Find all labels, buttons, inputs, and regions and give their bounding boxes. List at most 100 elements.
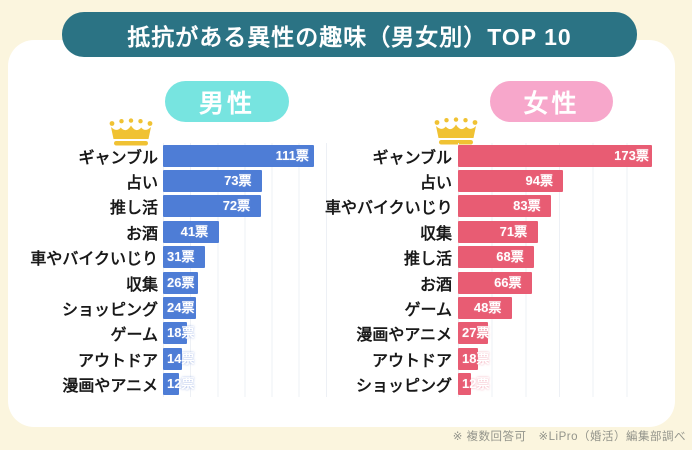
category-label: 収集 — [419, 225, 452, 243]
value-label: 18票 — [462, 350, 490, 366]
bar — [163, 220, 219, 243]
chart-row: 推し活 68票 — [325, 245, 665, 270]
chart-row: アウトドア 18票 — [325, 346, 665, 371]
category-label: 車やバイクいじり — [30, 251, 158, 269]
chart-row: 推し活 72票 — [18, 194, 358, 219]
category-label: 推し活 — [403, 251, 452, 269]
bar-track: 73票 — [163, 170, 353, 193]
chart-row: 漫画やアニメ 27票 — [325, 321, 665, 346]
chart-row: お酒 66票 — [325, 270, 665, 295]
category-label: ゲーム — [110, 327, 158, 345]
category-label: アウトドア — [371, 352, 452, 370]
bar-track: 31票 — [163, 246, 353, 269]
category-label: ギャンブル — [78, 149, 158, 167]
female-header-label: 女性 — [523, 89, 580, 118]
bar — [163, 246, 206, 269]
category-label: お酒 — [125, 225, 158, 243]
bar-track: 72票 — [163, 195, 353, 218]
chart-row: 占い 94票 — [325, 168, 665, 193]
chart-row: ギャンブル 111票 — [18, 143, 358, 168]
bar — [458, 271, 533, 294]
value-label: 111票 — [275, 147, 309, 163]
bar — [458, 170, 564, 193]
bar — [163, 322, 188, 345]
female-header-pill: 女性 — [490, 81, 613, 122]
bar-track: 14票 — [163, 347, 353, 370]
male-chart-rows: ギャンブル 111票占い 73票推し活 72票お酒 41票車やバイクいじり 31票 収集 26… — [18, 143, 358, 397]
crown-icon — [109, 118, 153, 146]
value-label: 73票 — [224, 173, 252, 189]
value-label: 31票 — [167, 249, 195, 265]
bar-track: 41票 — [163, 220, 353, 243]
bar — [163, 170, 263, 193]
value-label: 83票 — [513, 198, 541, 214]
bar — [163, 271, 199, 294]
chart-row: ショッピング 24票 — [18, 295, 358, 320]
value-label: 72票 — [222, 198, 251, 214]
value-label: 18票 — [167, 325, 195, 341]
bar — [458, 373, 472, 396]
bar — [458, 195, 552, 218]
bar-track: 18票 — [163, 322, 353, 345]
bar — [163, 373, 180, 396]
page-title: 抵抗がある異性の趣味（男女別）TOP 10 — [127, 23, 572, 50]
male-header-pill: 男性 — [165, 81, 289, 122]
footnote: ※ 複数回答可 ※LiPro（婚活）編集部調べ — [452, 431, 686, 443]
bar-track: 26票 — [163, 271, 353, 294]
bar-track: 48票 — [458, 297, 660, 320]
value-label: 94票 — [525, 173, 553, 189]
chart-row: お酒 41票 — [18, 219, 358, 244]
chart-row: ゲーム 18票 — [18, 321, 358, 346]
category-label: ショッピング — [355, 378, 452, 396]
chart-row: 車やバイクいじり 83票 — [325, 194, 665, 219]
male-header-label: 男性 — [198, 89, 255, 118]
crown-icon — [434, 117, 478, 145]
chart-row: 収集 71票 — [325, 219, 665, 244]
category-label: 収集 — [125, 276, 158, 294]
female-chart-rows: ギャンブル 173票占い 94票車やバイクいじり 83票収集 71票推し活 68票お酒 66… — [325, 143, 665, 397]
bar — [458, 144, 653, 167]
bar — [163, 195, 261, 218]
bar-track: 68票 — [458, 246, 660, 269]
chart-row: ショッピング 12票 — [325, 372, 665, 397]
bar — [458, 297, 512, 320]
value-label: 68票 — [496, 249, 524, 265]
chart-row: ゲーム 48票 — [325, 295, 665, 320]
value-label: 71票 — [499, 223, 528, 239]
value-label: 66票 — [494, 274, 522, 290]
title-bar: 抵抗がある異性の趣味（男女別）TOP 10 — [62, 12, 637, 57]
value-label: 48票 — [473, 300, 502, 316]
value-label: 27票 — [462, 325, 490, 341]
bar-track: 94票 — [458, 170, 660, 193]
category-label: 推し活 — [109, 200, 158, 218]
category-label: ショッピング — [61, 302, 158, 320]
category-label: 漫画やアニメ — [356, 327, 452, 345]
value-label: 12票 — [462, 376, 490, 392]
category-label: 占い — [125, 175, 158, 193]
chart-row: 漫画やアニメ 12票 — [18, 372, 358, 397]
bar-track: 12票 — [163, 373, 353, 396]
bar-track: 83票 — [458, 195, 660, 218]
bar-track: 12票 — [458, 373, 660, 396]
category-label: お酒 — [419, 276, 452, 294]
bar — [458, 220, 538, 243]
bar-track: 71票 — [458, 220, 660, 243]
category-label: 占い — [419, 175, 452, 193]
bar-track: 173票 — [458, 144, 660, 167]
chart-row: 収集 26票 — [18, 270, 358, 295]
bar-track: 24票 — [163, 297, 353, 320]
bar — [163, 347, 182, 370]
chart-row: 占い 73票 — [18, 168, 358, 193]
bar-track: 27票 — [458, 322, 660, 345]
chart-row: ギャンブル 173票 — [325, 143, 665, 168]
chart-row: 車やバイクいじり 31票 — [18, 245, 358, 270]
value-label: 41票 — [180, 223, 209, 239]
value-label: 24票 — [167, 300, 195, 316]
bar-track: 66票 — [458, 271, 660, 294]
bar-track: 111票 — [163, 144, 353, 167]
chart-row: アウトドア 14票 — [18, 346, 358, 371]
value-label: 173票 — [614, 147, 649, 163]
value-label: 14票 — [167, 350, 195, 366]
bar — [163, 297, 196, 320]
value-label: 26票 — [167, 274, 195, 290]
